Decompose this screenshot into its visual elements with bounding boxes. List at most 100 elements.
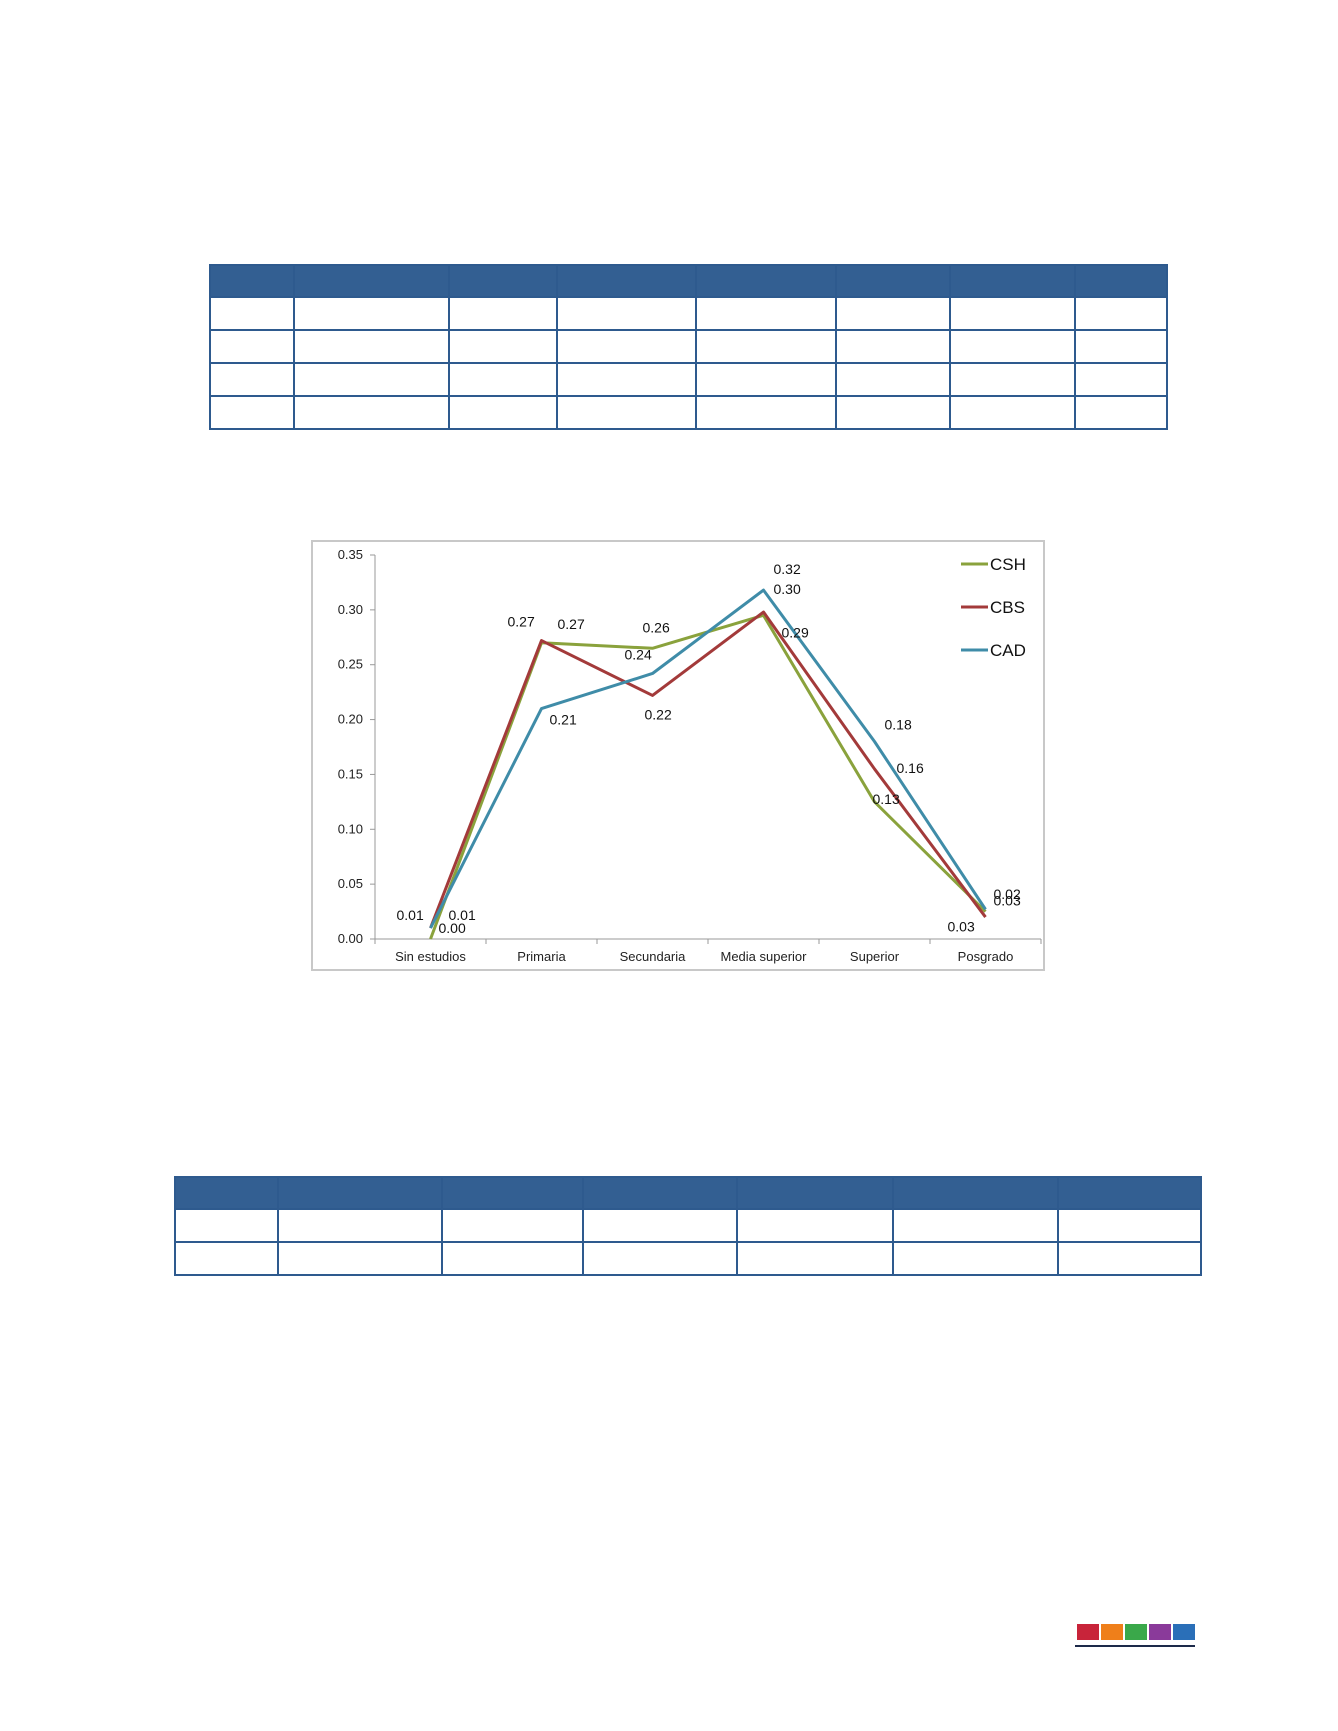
table-cell bbox=[293, 329, 450, 364]
series-line-cad bbox=[429, 588, 987, 929]
y-tick-label: 0.00 bbox=[338, 931, 363, 946]
table-cell bbox=[1057, 1241, 1202, 1276]
footer-color-block bbox=[1101, 1624, 1123, 1640]
header-cell bbox=[736, 1176, 894, 1210]
chart-axes: 0.00 0.05 0.10 0.15 0.20 0.25 0.30 0.35 Sin estu… bbox=[338, 547, 1042, 964]
table-cell bbox=[736, 1241, 894, 1276]
header-cell bbox=[949, 264, 1076, 298]
table-cell bbox=[556, 362, 697, 397]
footer-color-block bbox=[1149, 1624, 1171, 1640]
chart-series-lines bbox=[429, 588, 987, 940]
table-cell bbox=[835, 296, 951, 331]
table-cell bbox=[209, 329, 295, 364]
footer-color-blocks bbox=[1077, 1624, 1195, 1646]
line-chart: 0.00 0.05 0.10 0.15 0.20 0.25 0.30 0.35 Sin estu… bbox=[338, 547, 1042, 964]
header-cell bbox=[556, 264, 697, 298]
data-label: 0.32 bbox=[774, 561, 801, 577]
table-cell bbox=[695, 296, 837, 331]
table-cell bbox=[556, 296, 697, 331]
data-label: 0.22 bbox=[645, 706, 672, 722]
data-label: 0.01 bbox=[397, 907, 424, 923]
data-label: 0.26 bbox=[643, 619, 670, 635]
chart-frame: 0.00 0.05 0.10 0.15 0.20 0.25 0.30 0.35 Sin estu… bbox=[311, 540, 1045, 971]
table-cell bbox=[441, 1208, 584, 1243]
table-cell bbox=[892, 1208, 1059, 1243]
table-cell bbox=[1057, 1208, 1202, 1243]
header-cell bbox=[892, 1176, 1059, 1210]
table-cell bbox=[835, 395, 951, 430]
data-label: 0.29 bbox=[782, 624, 809, 640]
footer-color-block bbox=[1173, 1624, 1195, 1640]
data-label: 0.00 bbox=[439, 920, 466, 936]
header-cell bbox=[1057, 1176, 1202, 1210]
header-cell bbox=[293, 264, 450, 298]
table-cell bbox=[448, 329, 558, 364]
data-label: 0.27 bbox=[558, 616, 585, 632]
data-label: 0.18 bbox=[885, 717, 912, 733]
footer-color-block bbox=[1077, 1624, 1099, 1640]
legend-label: CAD bbox=[990, 641, 1026, 660]
x-tick-label: Superior bbox=[850, 949, 900, 964]
table-cell bbox=[582, 1208, 738, 1243]
table-cell bbox=[448, 362, 558, 397]
y-tick-label: 0.25 bbox=[338, 657, 363, 672]
table-cell bbox=[892, 1241, 1059, 1276]
x-tick-label: Media superior bbox=[721, 949, 808, 964]
top-table-header-row bbox=[209, 264, 1168, 298]
table-cell bbox=[695, 362, 837, 397]
chart-legend: CSH CBS CAD bbox=[961, 555, 1026, 660]
data-label: 0.16 bbox=[897, 760, 924, 776]
data-label: 0.27 bbox=[508, 614, 535, 630]
table-cell bbox=[949, 395, 1076, 430]
header-cell bbox=[1074, 264, 1168, 298]
header-cell bbox=[448, 264, 558, 298]
table-cell bbox=[582, 1241, 738, 1276]
data-label: 0.03 bbox=[994, 892, 1021, 908]
table-cell bbox=[1074, 296, 1168, 331]
y-tick-label: 0.20 bbox=[338, 712, 363, 727]
table-cell bbox=[209, 296, 295, 331]
table-cell bbox=[174, 1241, 279, 1276]
table-cell bbox=[1074, 395, 1168, 430]
table-cell bbox=[209, 362, 295, 397]
table-row bbox=[209, 362, 1168, 397]
top-table bbox=[209, 264, 1168, 430]
footer-rule bbox=[1075, 1645, 1195, 1647]
table-cell bbox=[277, 1208, 443, 1243]
bottom-table bbox=[174, 1176, 1202, 1276]
data-label: 0.02 bbox=[994, 886, 1021, 902]
table-cell bbox=[835, 329, 951, 364]
data-label: 0.03 bbox=[948, 919, 975, 935]
y-tick-label: 0.15 bbox=[338, 766, 363, 781]
table-row bbox=[209, 329, 1168, 364]
header-cell bbox=[835, 264, 951, 298]
table-row bbox=[209, 296, 1168, 331]
table-cell bbox=[695, 395, 837, 430]
x-tick-label: Secundaria bbox=[620, 949, 687, 964]
header-cell bbox=[174, 1176, 279, 1210]
table-cell bbox=[1074, 329, 1168, 364]
x-tick-label: Primaria bbox=[517, 949, 566, 964]
table-cell bbox=[277, 1241, 443, 1276]
table-cell bbox=[293, 362, 450, 397]
y-tick-label: 0.35 bbox=[338, 547, 363, 562]
table-cell bbox=[835, 362, 951, 397]
table-row bbox=[174, 1208, 1202, 1243]
header-cell bbox=[277, 1176, 443, 1210]
table-cell bbox=[209, 395, 295, 430]
table-cell bbox=[293, 395, 450, 430]
table-cell bbox=[441, 1241, 584, 1276]
table-cell bbox=[448, 395, 558, 430]
x-tick-label: Sin estudios bbox=[395, 949, 466, 964]
series-line-cbs bbox=[429, 610, 987, 929]
header-cell bbox=[582, 1176, 738, 1210]
table-row bbox=[209, 395, 1168, 430]
footer-color-block bbox=[1125, 1624, 1147, 1640]
table-cell bbox=[556, 329, 697, 364]
y-tick-label: 0.05 bbox=[338, 876, 363, 891]
header-cell bbox=[695, 264, 837, 298]
data-label: 0.24 bbox=[625, 646, 652, 662]
table-cell bbox=[949, 329, 1076, 364]
header-cell bbox=[441, 1176, 584, 1210]
table-cell bbox=[949, 296, 1076, 331]
